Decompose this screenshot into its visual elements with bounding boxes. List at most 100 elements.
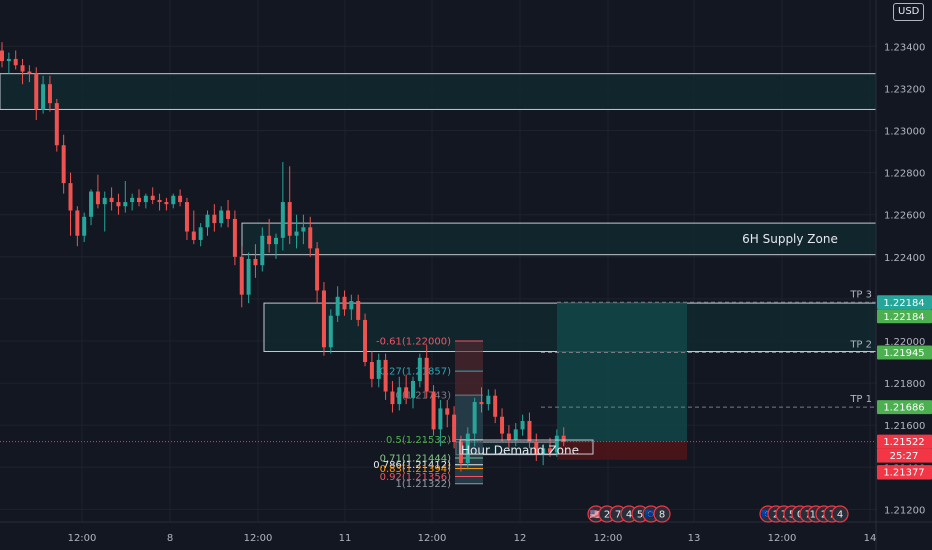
time-tick-label: 12:00 [244, 533, 273, 544]
price-badge [877, 295, 932, 310]
price-tick-label: 1.21200 [884, 505, 925, 516]
candle-body [500, 416, 505, 434]
time-tick-label: 12:00 [68, 533, 97, 544]
candle-body [541, 448, 546, 455]
candle-body [308, 227, 313, 249]
candle-body [513, 429, 518, 440]
candle-body [123, 202, 128, 207]
event-marker-label: 4 [837, 510, 843, 521]
price-tick-label: 1.21600 [884, 421, 925, 432]
candle-body [397, 387, 402, 405]
candle-body [548, 448, 552, 453]
zone-rectangle [0, 73, 877, 110]
candle-body [47, 84, 52, 104]
candle-body [520, 420, 525, 430]
candle-body [27, 71, 32, 74]
price-badge [877, 465, 932, 480]
candle-body [274, 237, 278, 245]
target-label: TP 3 [849, 289, 872, 300]
price-tick-label: 1.23200 [884, 84, 925, 95]
candle-body [41, 84, 46, 110]
fib-level-label: 0.786(1.21412) [373, 460, 451, 471]
zone-label: 6H Supply Zone [742, 232, 838, 246]
candle-body [171, 195, 176, 205]
candle-body [438, 408, 443, 430]
price-badge [877, 400, 932, 415]
candle-body [417, 357, 422, 381]
target-label: TP 1 [849, 394, 872, 405]
fib-level-label: 1(1.21322) [395, 479, 451, 490]
candle-body [253, 258, 258, 266]
target-label: TP 2 [849, 340, 872, 351]
candle-body [349, 300, 354, 310]
candle-body [13, 58, 18, 66]
fib-level-label: 0.92(1.21356) [380, 472, 452, 483]
candle-body [61, 145, 66, 184]
candle-body [20, 65, 25, 72]
candle-body [157, 199, 162, 203]
price-tick-label: 1.22600 [884, 211, 925, 222]
candle-body [219, 210, 224, 224]
candle-body [445, 408, 450, 415]
fib-level-label: -0.27(1.21857) [376, 367, 451, 378]
price-badge-label: 1.22184 [883, 312, 924, 323]
candle-body [232, 218, 237, 257]
countdown-badge [877, 448, 932, 463]
candle-body [89, 191, 94, 217]
candle-body [335, 296, 340, 316]
candle-body [356, 300, 361, 320]
candle-body [472, 402, 477, 434]
time-tick-label: 12:00 [594, 533, 623, 544]
demand-zone-label-box [459, 439, 594, 455]
event-marker-icon [831, 505, 849, 523]
currency-label: USD [898, 6, 920, 17]
candle-body [239, 256, 244, 295]
candle-body [561, 435, 566, 443]
candle-body [390, 391, 395, 405]
fib-level-label: -0.61(1.22000) [376, 336, 451, 347]
candle-body [226, 210, 231, 219]
time-tick-label: 11 [339, 533, 352, 544]
zone-rectangle [241, 222, 877, 256]
fib-box-upper [455, 340, 483, 396]
event-marker-label: 7 [615, 510, 621, 521]
candle-body [184, 202, 189, 232]
candle-body [328, 315, 333, 348]
candle-body [506, 433, 511, 440]
candle-body [75, 210, 80, 236]
candle-body [82, 216, 87, 236]
price-badge-label: 1.21377 [883, 468, 924, 479]
position-target-area [557, 302, 687, 442]
fib-level-label: 0.83(1.21394) [380, 464, 452, 475]
candle-body [260, 235, 265, 266]
event-marker-label: 5 [637, 510, 643, 521]
candle-body [164, 202, 169, 205]
price-badge [877, 345, 932, 360]
candle-body [109, 197, 114, 203]
event-marker-label: 2 [604, 510, 610, 521]
time-tick-label: 8 [167, 533, 173, 544]
candle-body [479, 402, 484, 405]
candle-body [369, 362, 374, 379]
price-badge [877, 434, 932, 449]
price-tick-label: 1.23000 [884, 127, 925, 138]
candle-body [95, 191, 100, 205]
candle-body [130, 197, 135, 203]
candle-body [143, 195, 148, 203]
event-marker-label: 4 [626, 510, 632, 521]
price-tick-label: 1.22400 [884, 253, 925, 264]
price-tick-label: 1.22800 [884, 169, 925, 180]
event-marker-icon [653, 505, 671, 523]
currency-badge[interactable]: USD [893, 3, 925, 21]
candle-body [376, 359, 381, 379]
candle-body [431, 391, 436, 430]
candle-body [363, 319, 368, 363]
candle-body [280, 202, 285, 238]
fib-level-label: 0.5(1.21532) [386, 435, 451, 446]
price-badge [877, 309, 932, 324]
position-stop-area [557, 441, 687, 460]
candle-body [191, 231, 196, 240]
price-badge-label: 1.21686 [883, 403, 924, 414]
